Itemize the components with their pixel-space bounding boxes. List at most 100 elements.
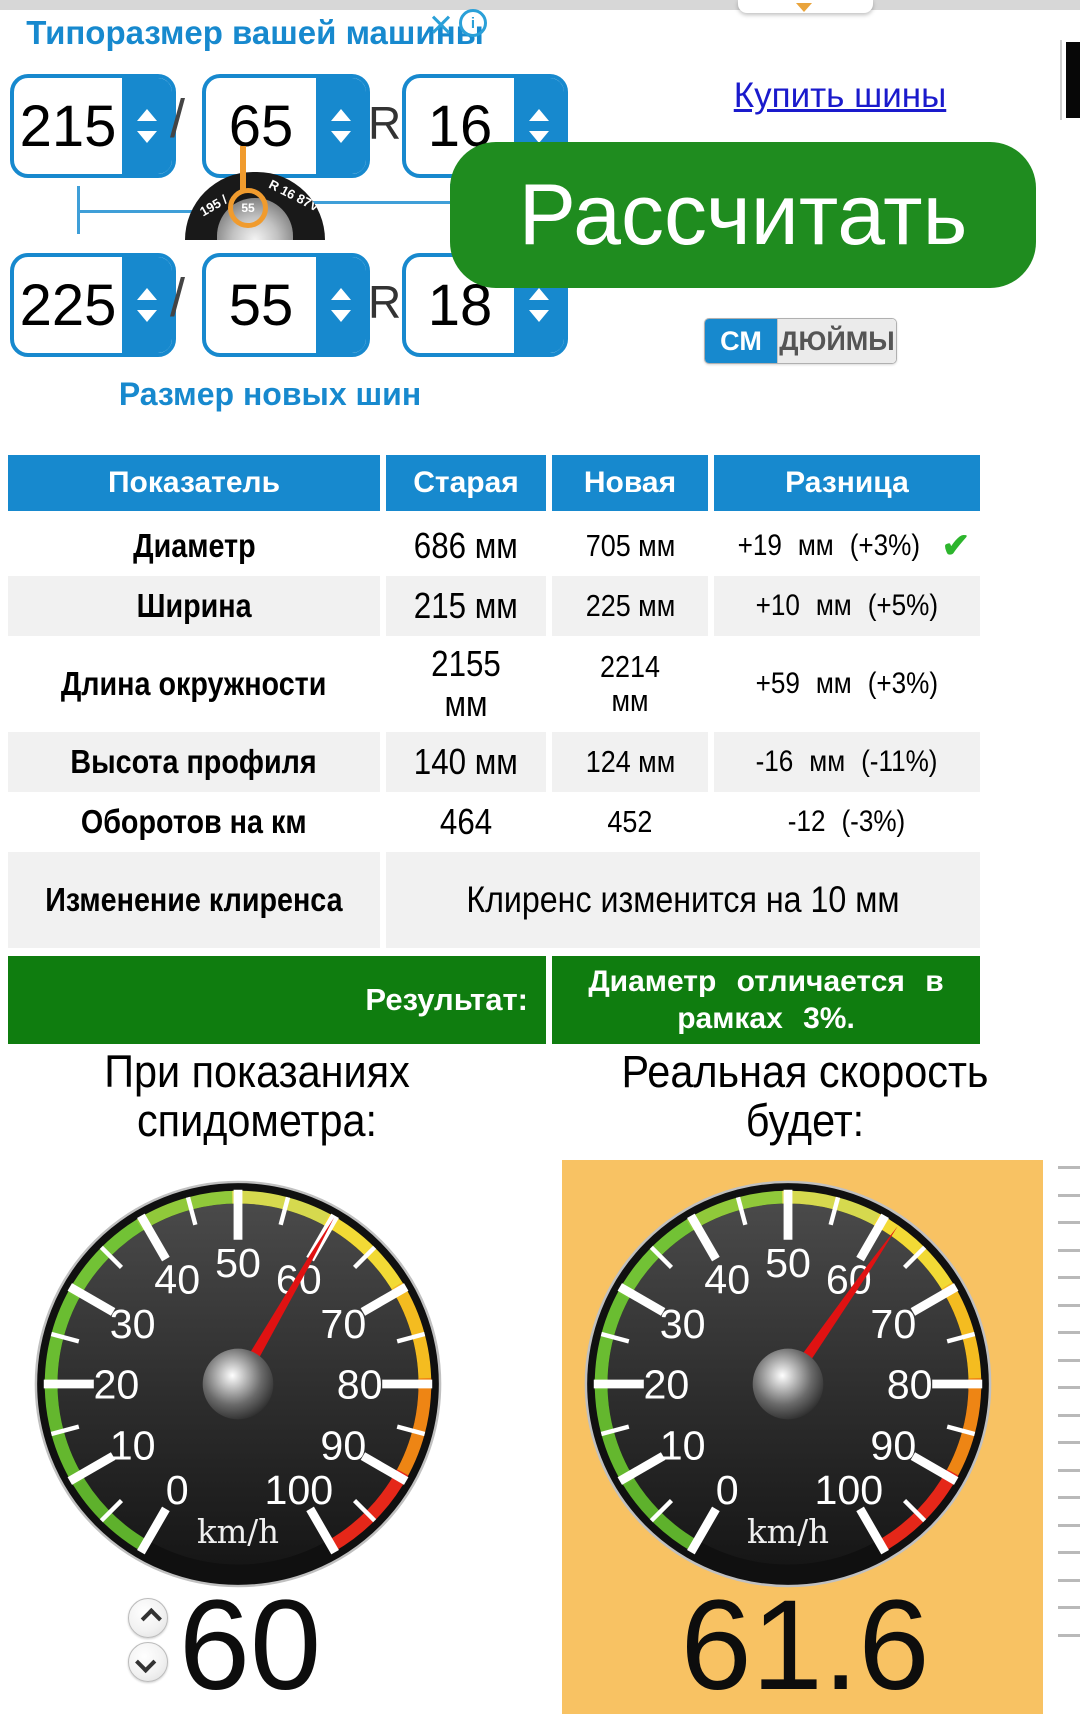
diff-value: +19 мм (+3%) <box>737 529 920 562</box>
new-profile-value[interactable]: 55 <box>228 272 294 338</box>
svg-text:80: 80 <box>887 1362 933 1408</box>
new-size-label: Размер новых шин <box>118 376 422 412</box>
svg-text:50: 50 <box>765 1240 811 1286</box>
row-name: Диаметр <box>132 527 256 564</box>
stepper-down-icon[interactable] <box>137 310 157 322</box>
old-value: 140 мм <box>413 741 519 782</box>
old-width-value[interactable]: 215 <box>19 93 117 159</box>
row-name: Ширина <box>136 587 252 624</box>
svg-text:30: 30 <box>110 1301 156 1347</box>
diff-value: +59 мм (+3%) <box>755 667 939 700</box>
left-gauge-title: При показаниях спидометра: <box>17 1047 497 1146</box>
list-dash-marker <box>1058 1276 1080 1279</box>
clearance-message-cell: Клиренс изменится на 10 мм <box>386 852 980 948</box>
sidewall-profile-number: 55 <box>241 201 255 215</box>
stepper-down-icon[interactable] <box>529 310 549 322</box>
new-width-stepper[interactable] <box>122 257 172 353</box>
result-label: Результат: <box>8 956 546 1044</box>
unit-toggle-inches[interactable]: ДЮЙМЫ <box>777 319 896 363</box>
speedometer-reading-value[interactable]: 60 <box>178 1574 322 1717</box>
old-width-stepper[interactable] <box>122 78 172 174</box>
stepper-up-icon[interactable] <box>331 288 351 300</box>
stepper-up-icon[interactable] <box>137 109 157 121</box>
size-separator: / <box>170 89 186 149</box>
list-dash-marker <box>1058 1331 1080 1334</box>
stepper-down-icon[interactable] <box>137 131 157 143</box>
list-dash-marker <box>1058 1578 1080 1582</box>
right-gauge-title-line2: будет: <box>745 1094 865 1146</box>
unit-toggle-cm[interactable]: СМ <box>705 319 777 363</box>
check-icon: ✔ <box>941 527 971 565</box>
stepper-up-icon[interactable] <box>137 288 157 300</box>
svg-text:20: 20 <box>643 1362 689 1408</box>
new-width-value[interactable]: 225 <box>19 272 117 338</box>
clearance-message: Клиренс изменится на 10 мм <box>466 879 900 920</box>
stepper-up-icon[interactable] <box>331 109 351 121</box>
stepper-down-icon[interactable] <box>331 131 351 143</box>
svg-text:40: 40 <box>704 1256 750 1302</box>
result-text: Диаметр отличается в рамках 3%. <box>588 964 944 1036</box>
table-row-clearance: Изменение клиренса Клиренс изменится на … <box>8 852 980 948</box>
new-profile-stepper[interactable] <box>316 257 366 353</box>
svg-text:0: 0 <box>716 1467 739 1513</box>
new-value: 124 мм <box>585 744 675 779</box>
list-dash-marker <box>1058 1496 1080 1499</box>
highlight-ring: 55 <box>228 188 268 228</box>
stepper-down-icon[interactable] <box>331 310 351 322</box>
new-profile-input[interactable]: 55 <box>202 253 370 357</box>
col-header-diff: Разница <box>714 455 980 511</box>
new-width-input[interactable]: 225 <box>10 253 176 357</box>
list-dash-marker <box>1058 1166 1080 1169</box>
col-header-old: Старая <box>386 455 546 511</box>
old-value: 2155 мм <box>431 643 501 724</box>
list-dash-marker <box>1058 1221 1080 1224</box>
old-profile-stepper[interactable] <box>316 78 366 174</box>
stepper-down-icon[interactable] <box>529 131 549 143</box>
svg-text:10: 10 <box>110 1423 156 1469</box>
table-header-row: Показатель Старая Новая Разница <box>8 455 980 511</box>
table-row: Диаметр 686 мм 705 мм +19 мм (+3%) ✔ <box>8 516 980 576</box>
left-gauge-title-line2: спидометра: <box>136 1094 378 1146</box>
page-title: Типоразмер вашей машины <box>26 14 484 51</box>
calculate-button[interactable]: Рассчитать <box>450 142 1036 288</box>
info-icon[interactable]: i <box>459 9 487 37</box>
old-width-input[interactable]: 215 <box>10 74 176 178</box>
diff-value: -12 (-3%) <box>788 805 906 838</box>
new-value: 225 мм <box>585 588 675 623</box>
stepper-up-icon[interactable] <box>529 288 549 300</box>
chevron-up-icon <box>140 1607 162 1629</box>
new-value: 2214 мм <box>599 648 661 718</box>
col-header-new: Новая <box>552 455 708 511</box>
table-row: Высота профиля 140 мм 124 мм -16 мм (-11… <box>8 732 980 792</box>
comparison-table: Показатель Старая Новая Разница Диаметр … <box>8 455 980 1044</box>
svg-text:50: 50 <box>215 1240 261 1286</box>
buy-tires-link[interactable]: Купить шины <box>733 76 947 115</box>
result-row: Результат: Диаметр отличается в рамках 3… <box>8 956 980 1044</box>
list-dash-marker <box>1058 1386 1080 1389</box>
decrease-speed-button[interactable] <box>128 1642 168 1682</box>
list-dash-marker <box>1058 1193 1080 1197</box>
close-icon[interactable]: ✕ <box>428 8 454 43</box>
radius-prefix: R <box>368 276 402 328</box>
table-row: Длина окружности 2155 мм 2214 мм +59 мм … <box>8 636 980 732</box>
list-dash-marker <box>1058 1633 1080 1637</box>
svg-text:0: 0 <box>166 1467 189 1513</box>
real-speed-value: 61.6 <box>680 1574 930 1717</box>
speedometer-gauge-right: 0 10 20 30 40 50 60 70 80 90 100 km/h <box>582 1178 994 1590</box>
increase-speed-button[interactable] <box>128 1598 168 1638</box>
table-row: Оборотов на км 464 452 -12 (-3%) <box>8 792 980 852</box>
list-dash-marker <box>1058 1303 1080 1307</box>
old-value: 686 мм <box>413 525 519 566</box>
svg-text:30: 30 <box>660 1301 706 1347</box>
old-profile-input[interactable]: 65 <box>202 74 370 178</box>
new-value: 705 мм <box>585 528 675 563</box>
unit-toggle[interactable]: СМ ДЮЙМЫ <box>704 318 897 364</box>
svg-text:70: 70 <box>870 1301 916 1347</box>
old-profile-value[interactable]: 65 <box>228 93 294 159</box>
list-dash-marker <box>1058 1413 1080 1417</box>
chevron-down-icon <box>134 1651 156 1673</box>
diff-value: +10 мм (+5%) <box>755 589 939 622</box>
right-gauge-title: Реальная скорость будет: <box>565 1047 1045 1146</box>
stepper-up-icon[interactable] <box>529 109 549 121</box>
